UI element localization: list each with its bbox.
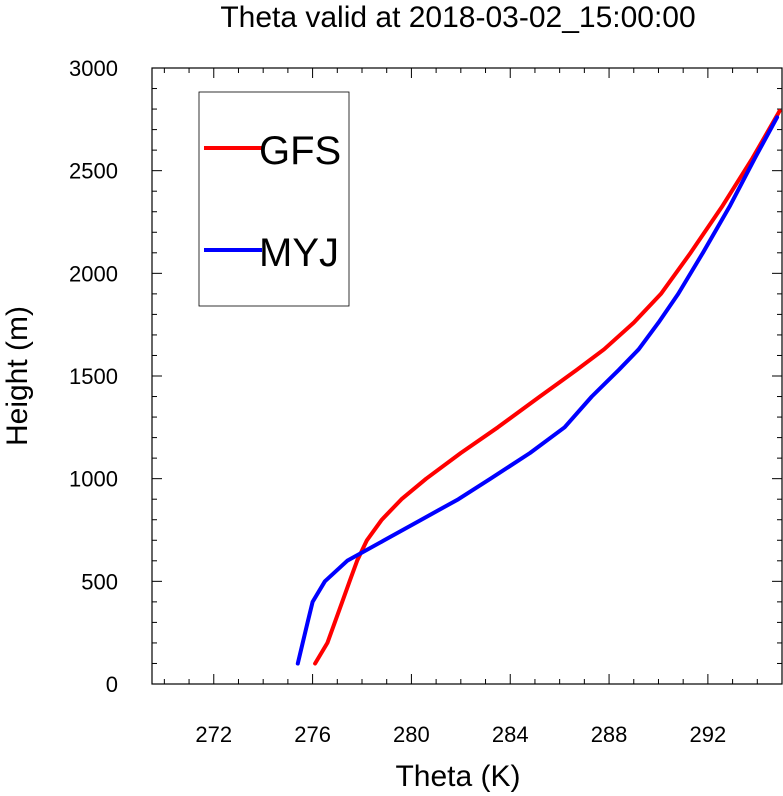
x-tick-label: 288 — [591, 722, 628, 747]
y-tick-label: 3000 — [69, 56, 118, 81]
legend-label-gfs: GFS — [259, 129, 341, 173]
y-tick-label: 2000 — [69, 261, 118, 286]
chart-title: Theta valid at 2018-03-02_15:00:00 — [220, 1, 695, 34]
x-tick-label: 272 — [195, 722, 232, 747]
y-axis-title: Height (m) — [1, 306, 34, 446]
legend-label-myj: MYJ — [259, 231, 339, 275]
tick-labels: 272 276 280 284 288 292 0 500 1000 1500 2000 2500 30… — [69, 56, 726, 747]
series-lines — [295, 109, 782, 666]
x-tick-label: 292 — [690, 722, 727, 747]
series-line-gfs — [313, 109, 782, 666]
axis-ticks — [152, 67, 783, 685]
y-tick-label: 1500 — [69, 364, 118, 389]
series-line-myj — [295, 115, 780, 666]
x-tick-label: 276 — [294, 722, 331, 747]
x-tick-label: 284 — [492, 722, 529, 747]
y-tick-label: 0 — [106, 672, 118, 697]
legend: GFS MYJ — [198, 91, 350, 307]
x-axis-title: Theta (K) — [395, 760, 520, 793]
y-tick-label: 1000 — [69, 467, 118, 492]
y-tick-label: 2500 — [69, 159, 118, 184]
x-tick-label: 280 — [393, 722, 430, 747]
y-tick-label: 500 — [81, 569, 118, 594]
legend-box — [198, 91, 350, 307]
